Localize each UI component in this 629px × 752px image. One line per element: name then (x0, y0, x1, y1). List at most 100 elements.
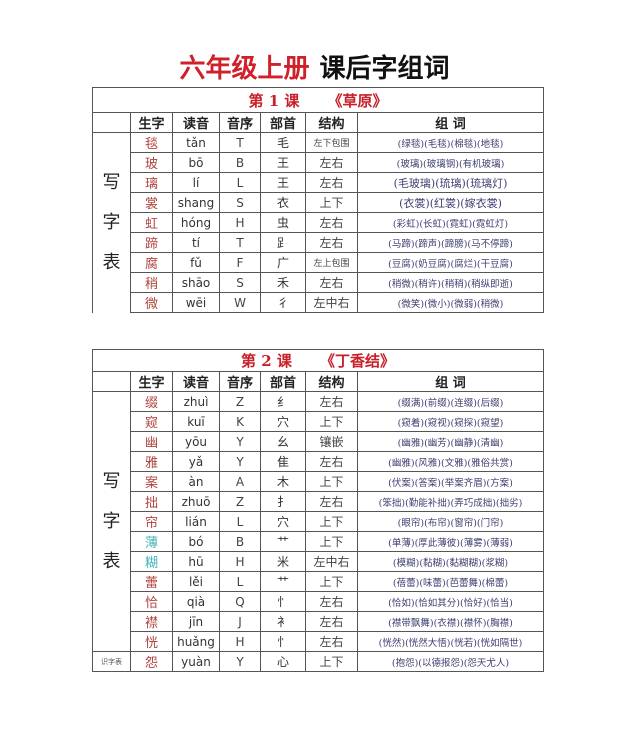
radical: 心 (260, 651, 306, 672)
word-combinations: (微笑)(微小)(微弱)(稍微) (357, 292, 544, 313)
table-row: 恍 huǎng H 忄左右 (恍然)(恍然大悟)(恍若)(恍如隔世) (93, 631, 544, 652)
structure: 左右 (305, 591, 358, 612)
pinyin: lián (172, 511, 220, 532)
table-row: 薄 bó B 艹上下 (单薄)(厚此薄彼)(薄雾)(薄弱) (93, 531, 544, 552)
structure: 镶嵌 (305, 431, 358, 452)
table-row: 糊 hū H 米左中右 (模糊)(黏糊)(黏糊糊)(浆糊) (93, 551, 544, 572)
table-row: 蕾 lěi L 艹上下 (蓓蕾)(味蕾)(芭蕾舞)(棉蕾) (93, 571, 544, 592)
character: 幽 (130, 431, 173, 452)
radical: 彳 (260, 292, 306, 313)
pinyin: kuī (172, 411, 220, 432)
initial-letter: B (219, 531, 261, 552)
column-header: 读音 (172, 371, 220, 392)
initial-letter: W (219, 292, 261, 313)
pinyin: tí (172, 232, 220, 253)
side-label-char: 字 (102, 510, 121, 532)
pinyin: jīn (172, 611, 220, 632)
initial-letter: T (219, 232, 261, 253)
column-header: 音序 (219, 112, 261, 133)
table-row: 案 àn A 木上下 (伏案)(答案)(举案齐眉)(方案) (93, 471, 544, 492)
radical: 隹 (260, 451, 306, 472)
structure: 上下 (305, 531, 358, 552)
structure: 上下 (305, 471, 358, 492)
word-combinations: (马蹄)(蹄声)(蹄膀)(马不停蹄) (357, 232, 544, 253)
column-header: 生字 (130, 112, 173, 133)
character: 裳 (130, 192, 173, 213)
table-row: 蹄 tí T ⻊左右 (马蹄)(蹄声)(蹄膀)(马不停蹄) (93, 232, 544, 253)
lesson-title: 第 2 课 《丁香结》 (92, 349, 544, 372)
character: 拙 (130, 491, 173, 512)
pinyin: yǎ (172, 451, 220, 472)
table-row: 拙 zhuō Z 扌左右 (笨拙)(勤能补拙)(弄巧成拙)(拙劣) (93, 491, 544, 512)
character: 蕾 (130, 571, 173, 592)
character: 玻 (130, 152, 173, 173)
pinyin: hū (172, 551, 220, 572)
character: 窥 (130, 411, 173, 432)
structure: 左右 (305, 611, 358, 632)
structure: 左右 (305, 172, 358, 193)
radical: 穴 (260, 511, 306, 532)
structure: 左下包围 (305, 132, 358, 153)
word-combinations: (缀满)(前缀)(连缀)(后缀) (357, 391, 544, 412)
initial-letter: J (219, 611, 261, 632)
initial-letter: S (219, 272, 261, 293)
table-row: 襟 jīn J 衤左右 (襟带飘舞)(衣襟)(襟怀)(胸襟) (93, 611, 544, 632)
pinyin: yuàn (172, 651, 220, 672)
column-header: 结构 (305, 112, 358, 133)
structure: 左右 (305, 272, 358, 293)
pinyin: àn (172, 471, 220, 492)
lesson-number: 第 2 课 (241, 352, 292, 370)
character: 薄 (130, 531, 173, 552)
pinyin: qià (172, 591, 220, 612)
radical: 纟 (260, 391, 306, 412)
character: 毯 (130, 132, 173, 153)
character: 糊 (130, 551, 173, 572)
table-row: 窥 kuī K 穴上下 (窥着)(窥视)(窥探)(窥望) (93, 411, 544, 432)
radical: 穴 (260, 411, 306, 432)
character: 微 (130, 292, 173, 313)
initial-letter: F (219, 252, 261, 273)
character: 蹄 (130, 232, 173, 253)
character: 案 (130, 471, 173, 492)
word-combinations: (模糊)(黏糊)(黏糊糊)(浆糊) (357, 551, 544, 572)
radical: 虫 (260, 212, 306, 233)
word-combinations: (玻璃)(玻璃钢)(有机玻璃) (357, 152, 544, 173)
initial-letter: L (219, 172, 261, 193)
pinyin: shang (172, 192, 220, 213)
table-row: 写字表毯 tǎn T 毛左下包围 (绿毯)(毛毯)(棉毯)(地毯) (92, 132, 544, 313)
initial-letter: L (219, 571, 261, 592)
word-combinations: (豆腐)(奶豆腐)(腐烂)(干豆腐) (357, 252, 544, 273)
initial-letter: A (219, 471, 261, 492)
pinyin: wēi (172, 292, 220, 313)
word-combinations: (幽雅)(幽芳)(幽静)(清幽) (357, 431, 544, 452)
character: 帘 (130, 511, 173, 532)
character: 缀 (130, 391, 173, 412)
side-label: 写字表 (92, 391, 131, 652)
table-row: 帘 lián L 穴上下 (眼帘)(布帘)(窗帘)(门帘) (93, 511, 544, 532)
pinyin: tǎn (172, 132, 220, 153)
initial-letter: Y (219, 451, 261, 472)
radical: 木 (260, 471, 306, 492)
structure: 上下 (305, 192, 358, 213)
word-combinations: (蓓蕾)(味蕾)(芭蕾舞)(棉蕾) (357, 571, 544, 592)
radical: 衤 (260, 611, 306, 632)
table-row: 裳 shang S 衣上下 (衣裳)(红裳)(嫁衣裳) (93, 192, 544, 213)
radical: 毛 (260, 132, 306, 153)
lesson-title: 第 1 课 《草原》 (92, 87, 544, 113)
word-combinations: (单薄)(厚此薄彼)(薄雾)(薄弱) (357, 531, 544, 552)
word-combinations: (幽雅)(风雅)(文雅)(雅俗共赏) (357, 451, 544, 472)
structure: 左右 (305, 631, 358, 652)
side-label-char: 表 (102, 550, 121, 572)
side-label-char: 写 (102, 470, 121, 492)
pinyin: shāo (172, 272, 220, 293)
character: 恍 (130, 631, 173, 652)
radical: 艹 (260, 531, 306, 552)
radical: 忄 (260, 591, 306, 612)
column-header: 部首 (260, 371, 306, 392)
structure: 上下 (305, 511, 358, 532)
table-row: 玻 bō B 王左右 (玻璃)(玻璃钢)(有机玻璃) (93, 152, 544, 173)
initial-letter: H (219, 631, 261, 652)
table-row: 腐 fǔ F 广左上包围 (豆腐)(奶豆腐)(腐烂)(干豆腐) (93, 252, 544, 273)
character: 恰 (130, 591, 173, 612)
initial-letter: B (219, 152, 261, 173)
